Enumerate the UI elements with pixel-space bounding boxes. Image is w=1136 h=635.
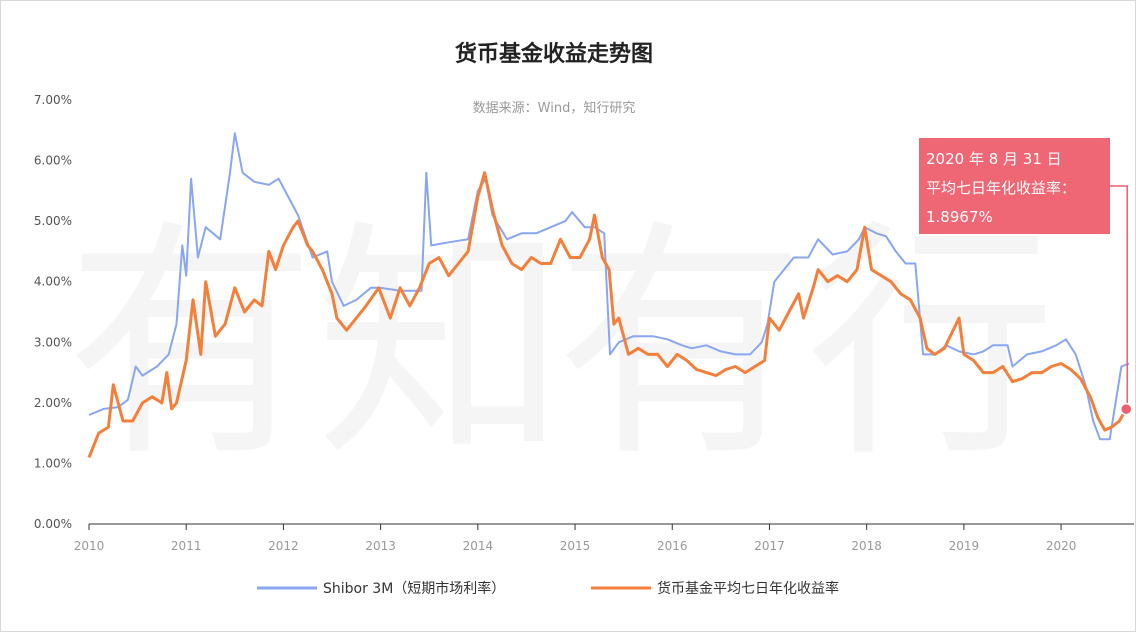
x-axis: 2010 2011 2012 2013 2014 2015 2016 2017 2018 2019… [74, 523, 1134, 553]
legend-label-1: Shibor 3M（短期市场利率） [323, 580, 505, 597]
watermark-char: 有 [66, 199, 316, 490]
x-tick-label: 2010 [74, 539, 105, 553]
y-tick-label: 6.00% [34, 154, 72, 168]
annotation-label: 平均七日年化收益率： [926, 179, 1076, 197]
x-tick-label: 2019 [949, 539, 980, 553]
y-tick-label: 0.00% [34, 517, 72, 531]
x-tick-label: 2017 [754, 539, 785, 553]
annotation-marker [1119, 402, 1133, 416]
legend: Shibor 3M（短期市场利率） 货币基金平均七日年化收益率 [257, 580, 839, 597]
y-tick-label: 2.00% [34, 396, 72, 410]
y-tick-label: 4.00% [34, 275, 72, 289]
chart-title: 货币基金收益走势图 [455, 41, 653, 67]
x-tick-label: 2011 [171, 539, 202, 553]
x-tick-label: 2015 [560, 539, 591, 553]
annotation-box [919, 138, 1110, 234]
y-axis: 0.00% 1.00% 2.00% 3.00% 4.00% 5.00% 6.00% 7.00% [34, 93, 72, 531]
legend-label-2: 货币基金平均七日年化收益率 [657, 580, 839, 597]
y-tick-label: 3.00% [34, 335, 72, 349]
x-tick-label: 2014 [463, 539, 494, 553]
annotation-value: 1.8967% [926, 208, 993, 226]
chart-subtitle: 数据来源：Wind，知行研究 [473, 100, 636, 116]
x-tick-label: 2013 [365, 539, 396, 553]
annotation-date: 2020 年 8 月 31 日 [926, 150, 1062, 168]
x-tick-label: 2020 [1046, 539, 1077, 553]
watermark-char: 行 [806, 199, 1056, 490]
series-line-2 [87, 171, 1128, 458]
x-tick-label: 2016 [657, 539, 688, 553]
x-tick-label: 2018 [851, 539, 882, 553]
x-tick-label: 2012 [268, 539, 299, 553]
y-tick-label: 5.00% [34, 214, 72, 228]
annotation-leader [1108, 185, 1128, 406]
y-tick-label: 1.00% [34, 456, 72, 470]
series-line-1 [88, 132, 1130, 441]
plot-area [87, 132, 1130, 458]
y-tick-label: 7.00% [34, 93, 72, 107]
